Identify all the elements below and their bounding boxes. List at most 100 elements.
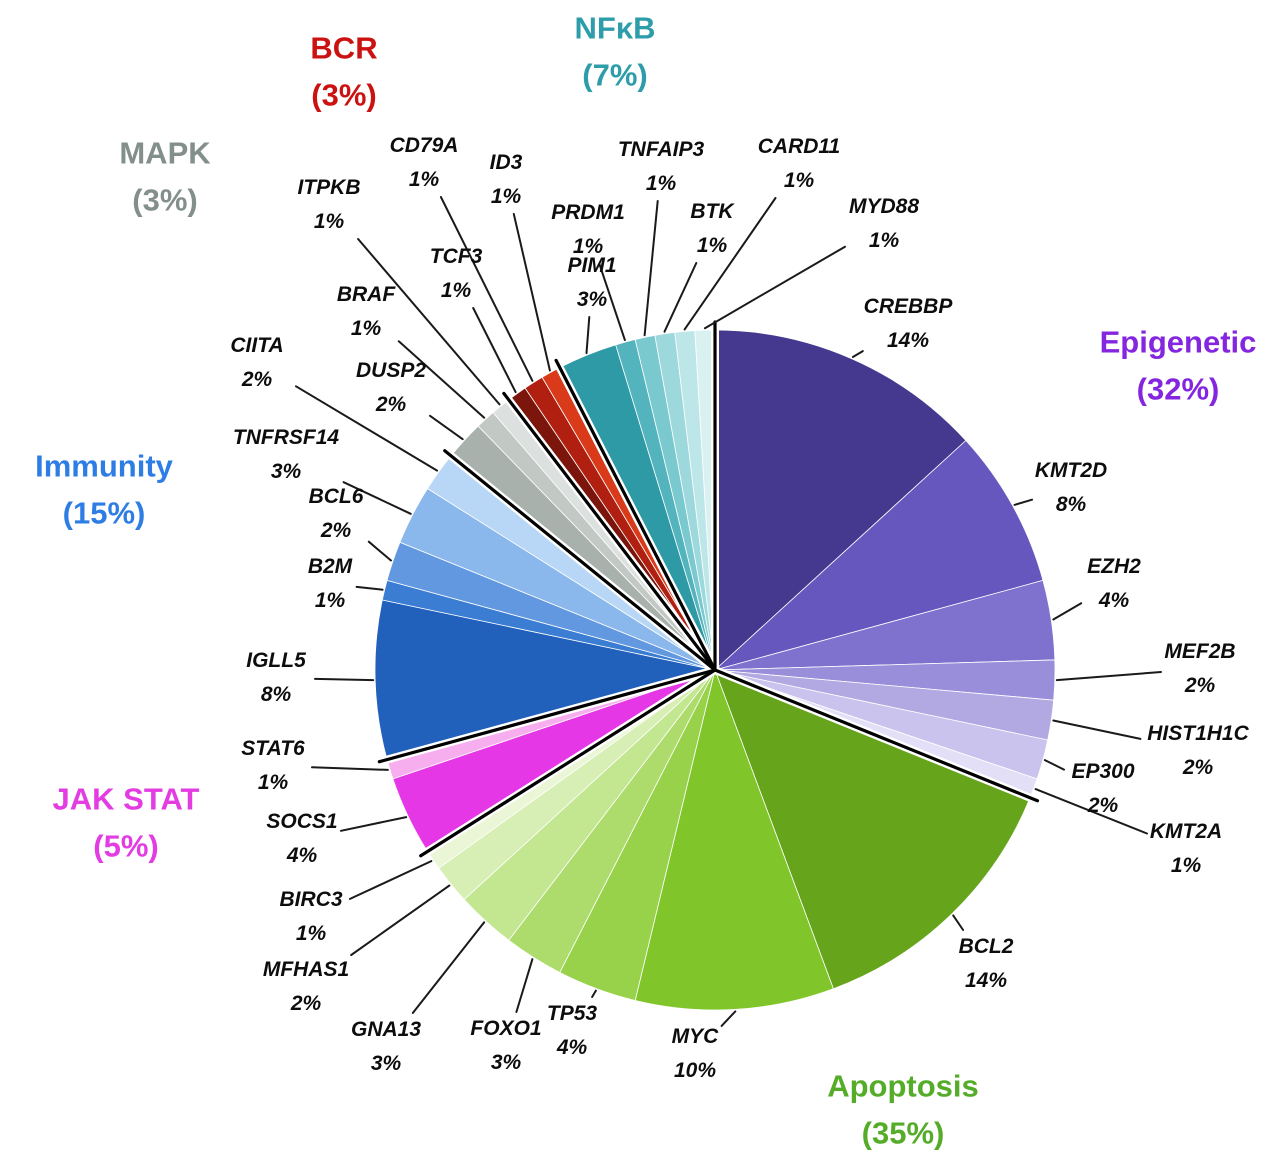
leader-line-IGLL5 [314,677,375,682]
leader-line-TP53 [591,989,597,998]
leader-line-KMT2D [1013,498,1033,506]
gene-percentage: 1% [440,279,472,302]
leader-line-CREBBP [851,350,864,358]
leader-line-MFHAS1 [350,884,451,956]
gene-name: CARD11 [757,134,841,158]
group-heading-pct: (3%) [311,77,377,112]
gene-label-TCF3: TCF3 1% [430,240,483,308]
gene-percentage: 8% [260,683,292,706]
gene-name: EZH2 [1087,554,1141,578]
gene-label-B2M: B2M 1% [308,550,352,618]
group-heading-label: MAPK [119,135,211,171]
leader-line-ID3 [512,213,551,372]
gene-label-PRDM1: PRDM1 1% [551,196,625,264]
gene-name: EP300 [1071,759,1135,783]
leader-line-B2M [355,585,384,591]
group-boundary-line [713,668,1040,803]
gene-percentage: 1% [257,771,289,794]
gene-label-CARD11: CARD11 1% [758,130,840,198]
leader-line-PRDM1 [598,263,626,342]
gene-percentage: 2% [241,368,273,391]
group-heading-pct: (32%) [1136,371,1220,406]
gene-label-TNFRSF14: TNFRSF14 3% [233,421,339,489]
leader-line-CARD11 [683,197,777,331]
leader-line-BIRC3 [349,860,433,900]
group-heading-mapk: MAPK (3%) [119,131,210,224]
gene-label-MYD88: MYD88 1% [849,190,919,258]
group-heading-pct: (7%) [582,57,648,92]
gene-percentage: 1% [783,169,815,192]
gene-label-BRAF: BRAF 1% [337,278,395,346]
gene-label-FOXO1: FOXO1 3% [470,1012,541,1080]
leader-line-ITPKB [357,238,501,406]
gene-name: BCL6 [308,484,364,508]
gene-name: HIST1H1C [1147,721,1249,745]
leader-line-TNFAIP3 [643,200,659,337]
group-heading-epigenetic: Epigenetic (32%) [1100,320,1257,413]
gene-label-GNA13: GNA13 3% [351,1013,421,1081]
gene-name: DUSP2 [355,358,427,382]
gene-name: MYC [671,1024,719,1048]
group-heading-pct: (5%) [93,828,159,863]
gene-percentage: 2% [375,393,407,416]
leader-line-MYD88 [703,245,846,330]
group-heading-immunity: Immunity (15%) [35,444,173,537]
leader-line-MYC [720,1010,737,1027]
gene-name: PRDM1 [551,200,625,224]
gene-name: TNFAIP3 [617,137,705,161]
leader-line-BTK [663,262,698,333]
gene-percentage: 3% [370,1052,402,1075]
leader-line-BCL2 [952,914,965,931]
gene-percentage: 1% [1170,854,1202,877]
leader-line-EZH2 [1052,602,1083,621]
gene-percentage: 14% [964,969,1008,992]
group-heading-pct: (3%) [132,182,198,217]
gene-name: TP53 [546,1001,598,1025]
gene-name: BIRC3 [279,887,343,911]
leader-line-CD79A [439,196,534,382]
gene-name: SOCS1 [266,809,338,833]
group-heading-label: Immunity [35,448,173,484]
leader-line-DUSP2 [429,414,464,441]
gene-percentage: 1% [868,229,900,252]
gene-name: CD79A [389,133,459,157]
group-heading-label: BCR [310,30,378,66]
gene-percentage: 4% [556,1036,588,1059]
leader-line-STAT6 [311,766,389,771]
gene-label-PIM1: PIM1 3% [567,249,616,317]
group-heading-label: NFκB [574,10,656,46]
gene-label-SOCS1: SOCS1 4% [266,805,337,873]
leader-line-BCL6 [367,540,392,562]
gene-percentage: 1% [313,210,345,233]
gene-name: ID3 [489,150,523,174]
gene-percentage: 1% [350,317,382,340]
gene-label-KMT2A: KMT2A 1% [1150,815,1222,883]
gene-label-ITPKB: ITPKB 1% [298,171,361,239]
gene-percentage: 2% [320,519,352,542]
group-heading-nfkb: NFκB (7%) [575,6,656,99]
leader-line-KMT2A [1034,788,1148,835]
pie-slice-KMT2D [714,439,1044,671]
pie-slice-IGLL5 [374,599,716,761]
gene-percentage: 14% [886,329,930,352]
gene-name: KMT2A [1149,819,1223,843]
gene-percentage: 2% [1087,794,1119,817]
gene-label-TNFAIP3: TNFAIP3 1% [618,133,704,201]
gene-name: GNA13 [350,1017,422,1041]
gene-percentage: 1% [696,234,728,257]
gene-label-MFHAS1: MFHAS1 2% [263,953,349,1021]
gene-name: IGLL5 [246,648,306,672]
gene-name: MEF2B [1164,639,1236,663]
gene-name: ITPKB [297,175,361,199]
gene-percentage: 1% [490,185,522,208]
gene-percentage: 4% [1098,589,1130,612]
gene-name: TNFRSF14 [232,425,340,449]
gene-label-KMT2D: KMT2D 8% [1035,454,1107,522]
gene-percentage: 2% [1182,756,1214,779]
group-heading-label: JAK STAT [52,781,200,817]
pie-slice-CREBBP [714,329,967,671]
gene-label-IGLL5: IGLL5 8% [246,644,306,712]
group-heading-pct: (15%) [62,495,146,530]
gene-percentage: 8% [1055,493,1087,516]
